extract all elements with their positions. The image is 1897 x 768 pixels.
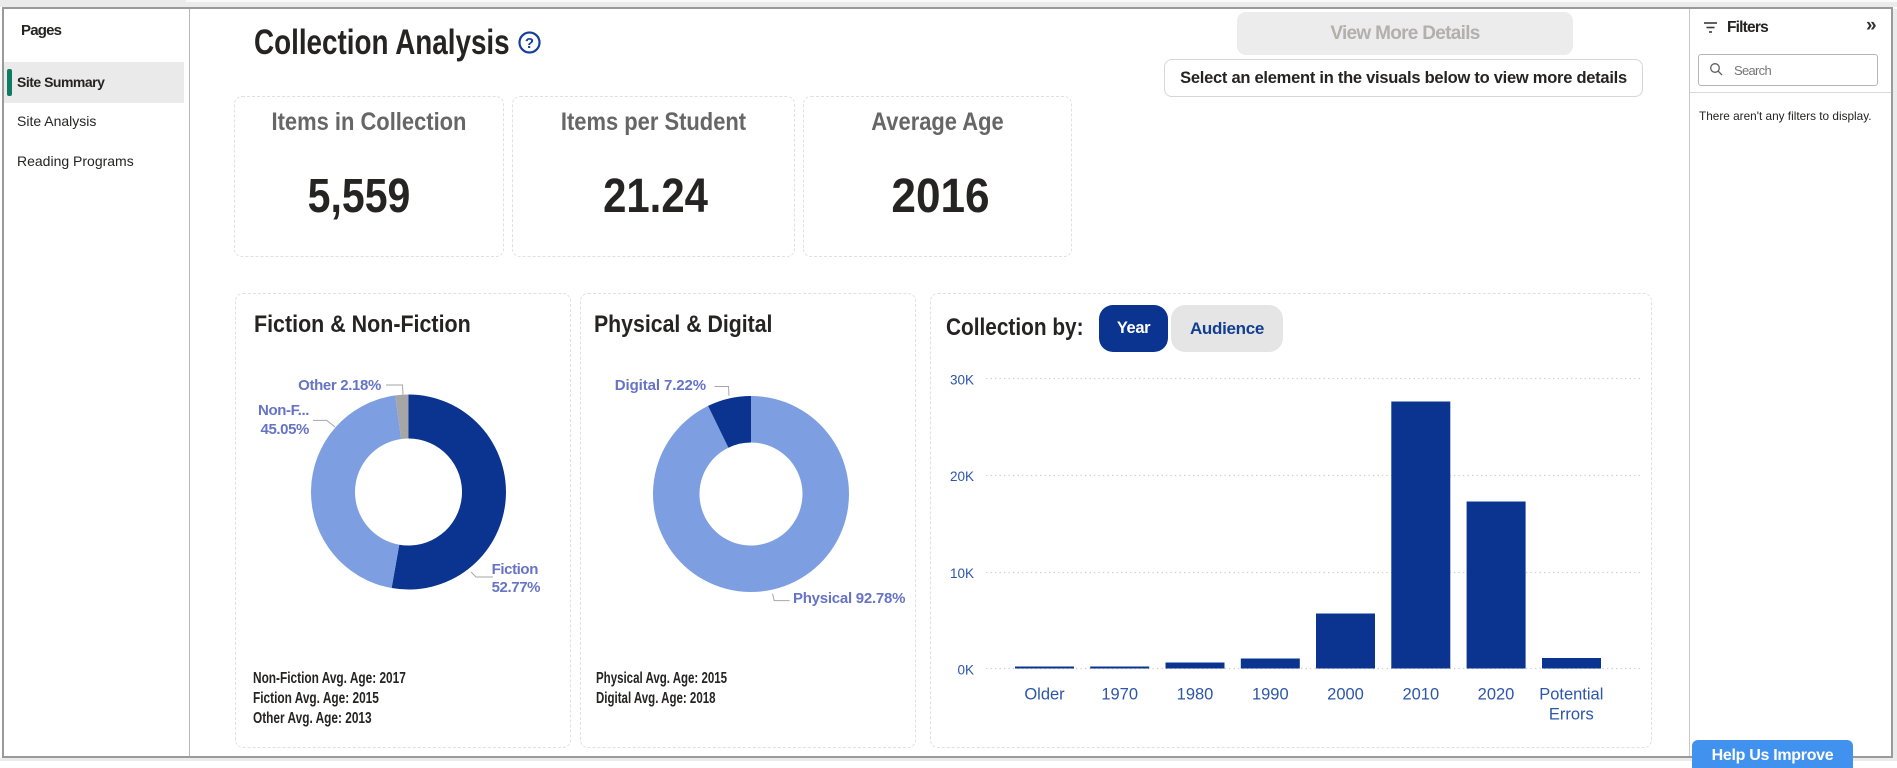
svg-text:Errors: Errors [1549, 706, 1594, 724]
svg-text:Older: Older [1024, 685, 1065, 703]
svg-text:2020: 2020 [1478, 685, 1515, 703]
svg-text:20K: 20K [950, 469, 974, 484]
svg-text:10K: 10K [950, 566, 974, 581]
svg-text:Potential: Potential [1539, 685, 1603, 703]
svg-text:1990: 1990 [1252, 685, 1289, 703]
svg-text:0K: 0K [957, 662, 974, 677]
svg-text:1970: 1970 [1101, 685, 1138, 703]
svg-text:2000: 2000 [1327, 685, 1364, 703]
svg-text:2010: 2010 [1402, 685, 1439, 703]
svg-text:1980: 1980 [1177, 685, 1214, 703]
svg-text:30K: 30K [950, 372, 974, 387]
svg-text:?: ? [525, 35, 534, 52]
